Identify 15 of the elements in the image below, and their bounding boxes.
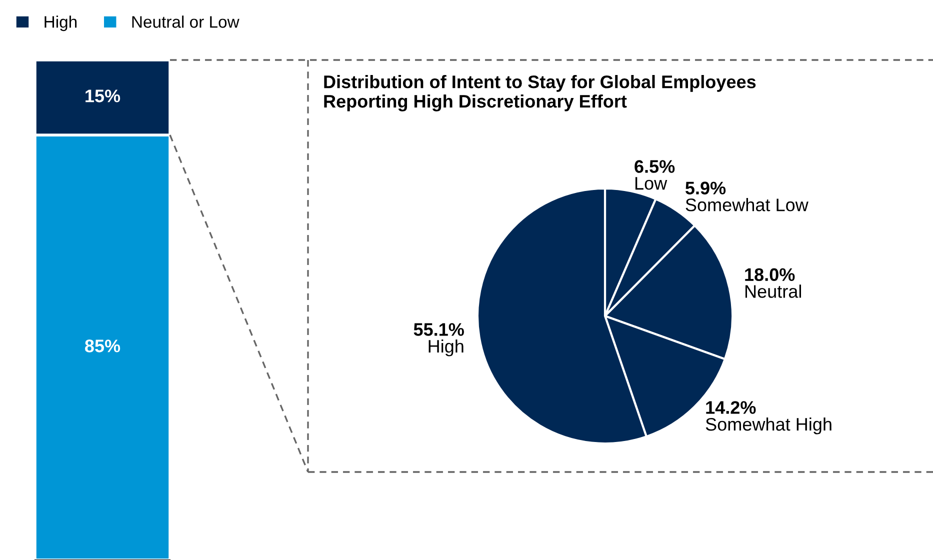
- data-label: 85%: [85, 340, 120, 352]
- legend-label: High: [44, 16, 77, 32]
- data-label: 6.5%: [634, 160, 675, 173]
- data-label: 15%: [86, 90, 120, 102]
- chart-title: Distribution of Intent to Stay for Global Employees Reporting High Discretionary Effort: [324, 75, 756, 112]
- legend-label: Neutral or Low: [132, 16, 240, 28]
- slice-label: High: [428, 339, 464, 356]
- slice-label: Neutral: [745, 284, 801, 298]
- data-label: 5.9%: [685, 182, 726, 194]
- data-label: 18.0%: [745, 268, 795, 282]
- slice-label: Somewhat High: [706, 417, 832, 434]
- slice-label: Low: [635, 177, 668, 190]
- slice-label: Somewhat Low: [686, 198, 808, 212]
- data-label: 55.1%: [414, 323, 464, 336]
- data-label: 14.2%: [706, 401, 756, 414]
